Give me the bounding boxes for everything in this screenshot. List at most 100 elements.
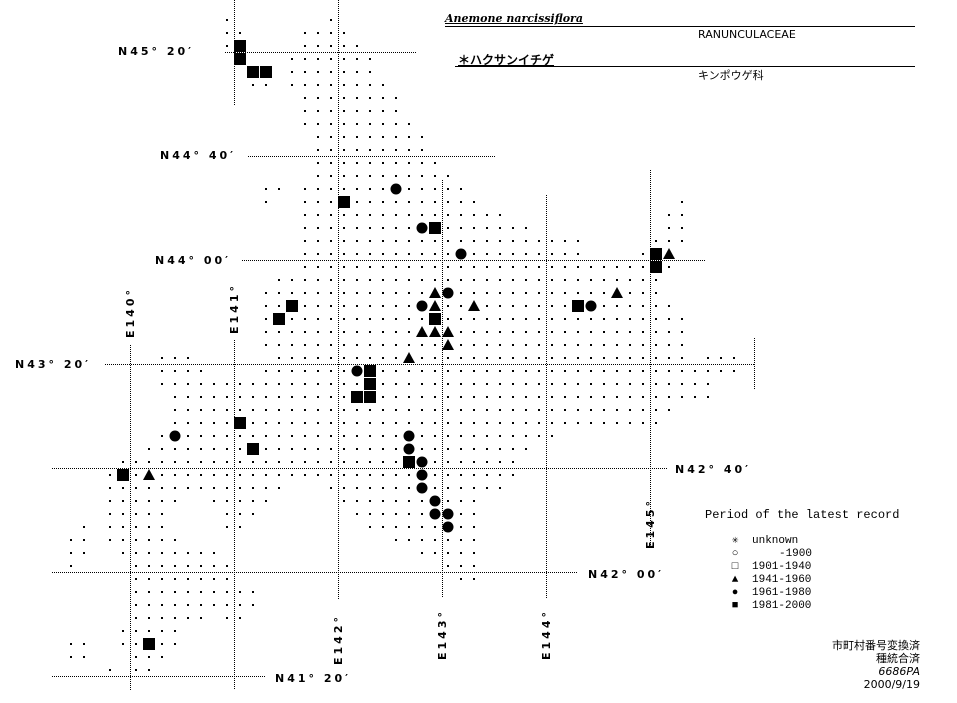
grid-dot [239, 487, 241, 489]
grid-dot [304, 227, 306, 229]
grid-dot [122, 487, 124, 489]
grid-dot [369, 136, 371, 138]
grid-dot [681, 331, 683, 333]
grid-dot [538, 383, 540, 385]
grid-dot [486, 396, 488, 398]
grid-dot [278, 383, 280, 385]
grid-dot [369, 344, 371, 346]
filled-triangle-icon: ▲ [731, 574, 739, 586]
grid-dot [291, 318, 293, 320]
grid-dot [447, 227, 449, 229]
grid-dot [148, 448, 150, 450]
grid-dot [486, 227, 488, 229]
grid-dot [460, 487, 462, 489]
grid-dot [226, 591, 228, 593]
grid-dot [512, 318, 514, 320]
grid-dot [304, 214, 306, 216]
grid-dot [174, 422, 176, 424]
grid-dot [655, 357, 657, 359]
grid-dot [109, 539, 111, 541]
grid-dot [148, 487, 150, 489]
grid-dot [356, 253, 358, 255]
grid-dot [343, 305, 345, 307]
grid-dot [616, 305, 618, 307]
grid-dot [213, 435, 215, 437]
grid-dot [356, 435, 358, 437]
grid-dot [265, 422, 267, 424]
grid-dot [499, 331, 501, 333]
grid-dot [343, 214, 345, 216]
grid-dot [356, 266, 358, 268]
grid-dot [382, 110, 384, 112]
grid-dot [252, 383, 254, 385]
record-marker-circle [585, 300, 597, 312]
grid-dot [499, 253, 501, 255]
grid-dot [473, 370, 475, 372]
grid-dot [642, 396, 644, 398]
grid-dot [369, 149, 371, 151]
grid-dot [369, 500, 371, 502]
grid-dot [369, 227, 371, 229]
grid-dot [603, 331, 605, 333]
grid-dot [239, 513, 241, 515]
grid-dot [616, 266, 618, 268]
grid-dot [343, 279, 345, 281]
grid-dot [512, 305, 514, 307]
grid-dot [642, 305, 644, 307]
grid-dot [629, 396, 631, 398]
grid-dot [655, 422, 657, 424]
grid-dot [395, 370, 397, 372]
grid-dot [161, 487, 163, 489]
grid-dot [161, 526, 163, 528]
grid-dot [382, 240, 384, 242]
grid-dot [473, 266, 475, 268]
grid-dot [408, 526, 410, 528]
grid-dot [213, 461, 215, 463]
grid-dot [343, 344, 345, 346]
grid-dot [317, 396, 319, 398]
grid-dot [265, 435, 267, 437]
grid-dot [317, 240, 319, 242]
grid-dot [174, 552, 176, 554]
grid-dot [525, 279, 527, 281]
footer-note-species: 種統合済 [876, 652, 920, 665]
grid-dot [343, 331, 345, 333]
grid-dot [304, 305, 306, 307]
grid-dot [642, 292, 644, 294]
grid-dot [408, 279, 410, 281]
grid-dot [473, 292, 475, 294]
grid-dot [213, 604, 215, 606]
record-marker-triangle [416, 326, 428, 337]
grid-dot [421, 422, 423, 424]
grid-dot [83, 643, 85, 645]
grid-dot [174, 370, 176, 372]
grid-dot [408, 513, 410, 515]
grid-dot [499, 292, 501, 294]
grid-dot [278, 396, 280, 398]
grid-dot [434, 552, 436, 554]
grid-dot [122, 539, 124, 541]
record-marker-triangle [429, 287, 441, 298]
grid-dot [382, 266, 384, 268]
grid-dot [408, 370, 410, 372]
grid-dot [421, 162, 423, 164]
grid-dot [512, 370, 514, 372]
record-marker-square [234, 40, 246, 52]
grid-dot [252, 422, 254, 424]
grid-dot [109, 487, 111, 489]
grid-dot [330, 435, 332, 437]
grid-dot [668, 240, 670, 242]
grid-dot [330, 97, 332, 99]
grid-dot [460, 266, 462, 268]
grid-dot [525, 422, 527, 424]
grid-dot [460, 461, 462, 463]
legend-item-unknown: ✳ unknown [728, 535, 799, 548]
grid-dot [629, 357, 631, 359]
grid-dot [629, 318, 631, 320]
grid-dot [70, 565, 72, 567]
grid-dot [83, 552, 85, 554]
record-marker-square [143, 638, 155, 650]
grid-dot [668, 409, 670, 411]
grid-dot [226, 396, 228, 398]
grid-dot [382, 123, 384, 125]
